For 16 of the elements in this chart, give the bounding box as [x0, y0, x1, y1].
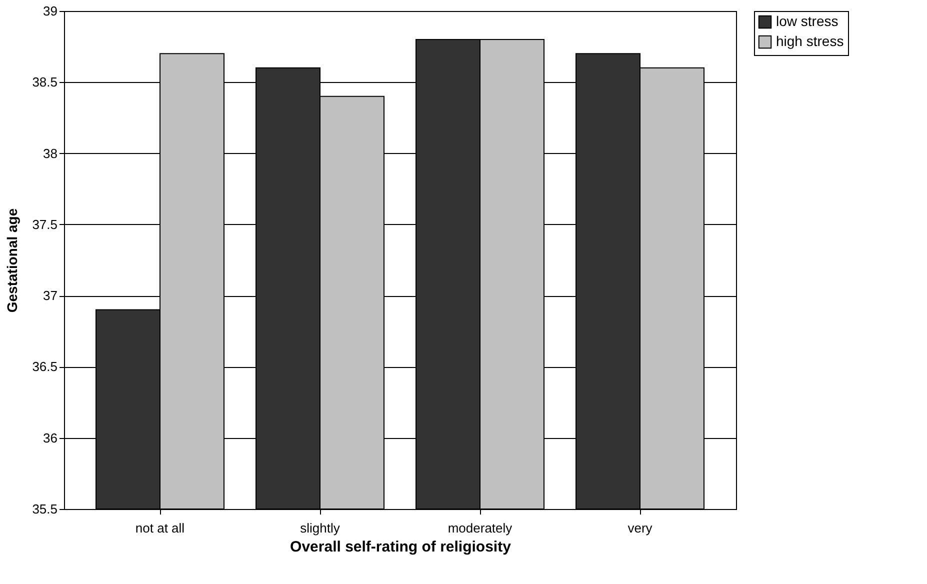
y-tick-label: 37 [43, 288, 58, 304]
y-tick-label: 38.5 [32, 74, 58, 90]
y-tick-label: 36.5 [32, 359, 58, 374]
y-tick-label: 36 [43, 430, 58, 446]
y-tick-label: 39 [43, 4, 58, 18]
x-axis-title: Overall self-rating of religiosity [290, 538, 512, 556]
legend-label: low stress [776, 13, 838, 29]
x-tick-label: not at all [135, 520, 185, 536]
x-tick-label: slightly [300, 520, 340, 536]
x-tick-label: moderately [448, 520, 513, 536]
y-tick-label: 37.5 [32, 216, 58, 232]
y-axis-title: Gestational age [4, 208, 20, 313]
y-tick-label: 38 [43, 146, 58, 161]
y-tick-label: 35.5 [32, 502, 58, 516]
x-tick-label: very [628, 520, 653, 536]
legend-label: high stress [776, 33, 844, 49]
